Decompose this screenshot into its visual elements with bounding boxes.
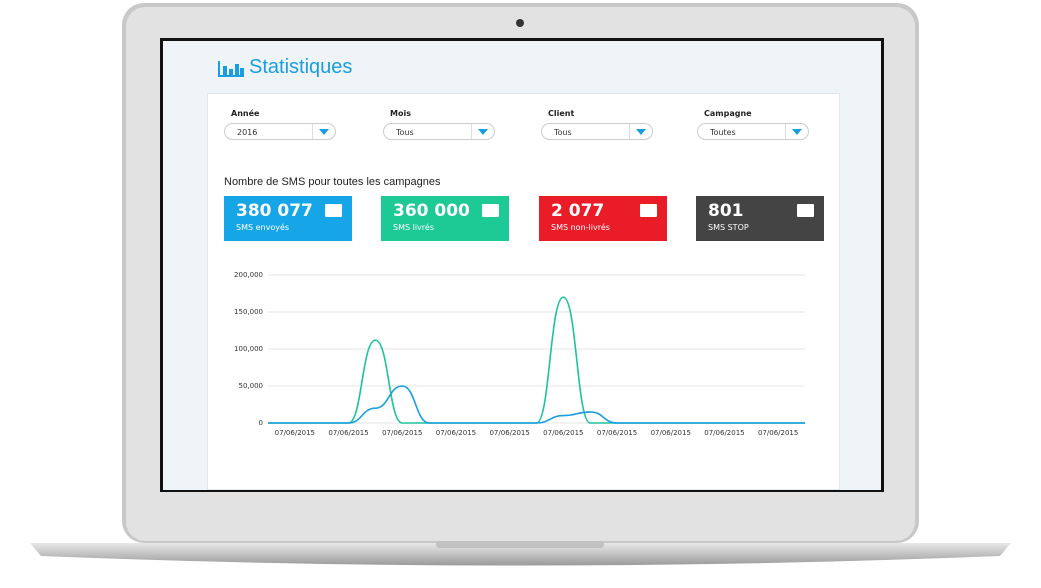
x-tick-label: 07/06/2015 (382, 429, 422, 437)
dropdown-arrow (629, 124, 652, 139)
stat-icon (325, 204, 342, 217)
stat-icon (640, 204, 657, 217)
y-tick-label: 200,000 (234, 271, 263, 279)
stat-icon (482, 204, 499, 217)
select[interactable]: Tous (383, 123, 495, 140)
stat-card: 801 SMS STOP (696, 196, 824, 241)
stat-label: SMS envoyés (236, 223, 290, 232)
y-tick-label: 50,000 (239, 382, 264, 390)
x-tick-label: 07/06/2015 (651, 429, 691, 437)
stat-value: 801 (708, 201, 744, 221)
x-tick-label: 07/06/2015 (328, 429, 368, 437)
stat-label: SMS livrés (393, 223, 434, 232)
stats-icon (218, 61, 244, 77)
line-series (268, 385, 805, 424)
stat-label: SMS non-livrés (551, 223, 610, 232)
select[interactable]: Toutes (697, 123, 809, 140)
x-tick-label: 07/06/2015 (704, 429, 744, 437)
x-tick-label: 07/06/2015 (436, 429, 476, 437)
y-tick-label: 150,000 (234, 308, 263, 316)
stat-card: 380 077 SMS envoyés (224, 196, 352, 241)
stat-icon (797, 204, 814, 217)
stat-label: SMS STOP (708, 223, 749, 232)
stat-card: 2 077 SMS non-livrés (539, 196, 667, 241)
line-series (268, 296, 805, 424)
x-tick-label: 07/06/2015 (275, 429, 315, 437)
x-tick-label: 07/06/2015 (758, 429, 798, 437)
dropdown-arrow (471, 124, 494, 139)
x-tick-label: 07/06/2015 (543, 429, 583, 437)
panel (207, 93, 840, 490)
filter-label: Client (548, 109, 575, 118)
select[interactable]: Tous (541, 123, 653, 140)
stat-card: 360 000 SMS livrés (381, 196, 509, 241)
dropdown-arrow (312, 124, 335, 139)
filter-label: Campagne (704, 109, 752, 118)
filter-label: Année (231, 109, 260, 118)
chart: 0 50,000 100,000 150,000 200,000 07/06/2015 07… (234, 271, 805, 437)
y-tick-label: 100,000 (234, 345, 263, 353)
stat-value: 2 077 (551, 201, 605, 221)
x-tick-label: 07/06/2015 (597, 429, 637, 437)
y-tick-label: 0 (259, 419, 263, 427)
stat-value: 360 000 (393, 201, 470, 221)
stat-value: 380 077 (236, 201, 313, 221)
select[interactable]: 2016 (224, 123, 336, 140)
section-title: Nombre de SMS pour toutes les campagnes (224, 176, 441, 188)
filter-label: Mois (390, 109, 411, 118)
dropdown-arrow (785, 124, 808, 139)
page-title: Statistiques (249, 56, 353, 78)
x-tick-label: 07/06/2015 (489, 429, 529, 437)
